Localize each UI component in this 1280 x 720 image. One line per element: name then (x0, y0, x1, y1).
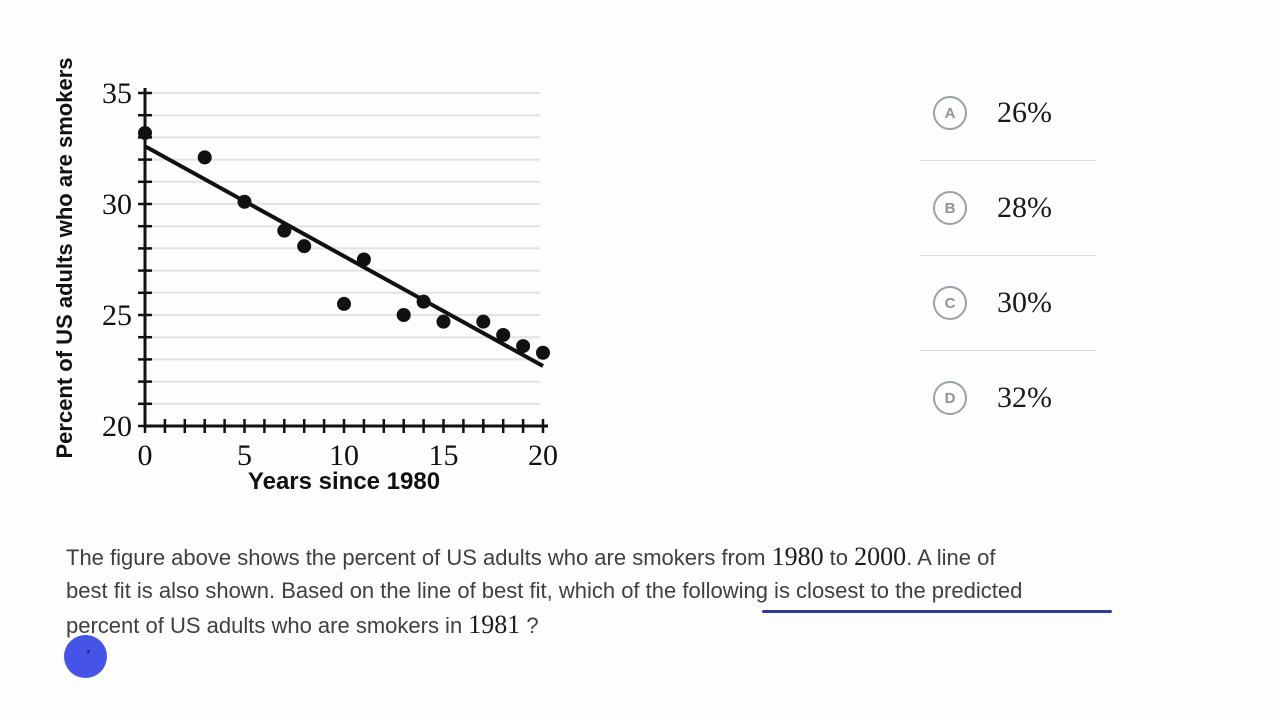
data-point (416, 294, 431, 309)
data-point (476, 314, 491, 329)
data-point (277, 223, 292, 238)
x-tick-label: 0 (138, 439, 153, 472)
best-fit-line (144, 144, 544, 368)
option-a-badge: A (933, 96, 967, 130)
pen-cursor-dot (64, 635, 107, 678)
data-point (396, 308, 411, 322)
option-divider (920, 160, 1096, 161)
option-c-value: 30% (997, 286, 1052, 319)
pen-underline-annotation (762, 610, 1112, 613)
x-tick-label: 20 (528, 439, 558, 472)
answer-option-c[interactable]: C 30% (920, 256, 1096, 350)
pen-cursor-center-dot (87, 650, 90, 653)
answer-option-b[interactable]: B 28% (920, 161, 1096, 255)
data-point (536, 345, 550, 360)
data-point (436, 314, 451, 329)
option-d-value: 32% (997, 381, 1052, 414)
data-point (516, 339, 531, 354)
y-tick-label: 30 (102, 188, 132, 221)
x-tick-label: 5 (237, 439, 252, 472)
option-c-letter: C (944, 294, 956, 312)
option-divider (920, 255, 1096, 256)
option-d-letter: D (944, 389, 956, 407)
data-point (237, 194, 252, 209)
data-point (496, 327, 511, 342)
option-divider (920, 350, 1096, 351)
y-tick-label: 35 (102, 77, 132, 110)
option-b-badge: B (933, 191, 967, 225)
data-point (138, 125, 152, 140)
y-tick-label: 20 (102, 410, 132, 443)
option-d-badge: D (933, 381, 967, 415)
answer-options: A 26% B 28% C 30% D 32% (920, 66, 1096, 445)
option-b-letter: B (944, 199, 956, 217)
y-tick-label: 25 (102, 299, 132, 332)
option-c-badge: C (933, 286, 967, 320)
x-axis-title: Years since 1980 (248, 468, 440, 495)
question-text-line-1: The figure above shows the percent of US… (66, 542, 996, 571)
data-point (356, 252, 371, 267)
x-tick-label: 15 (429, 439, 459, 472)
y-axis-title: Percent of US adults who are smokers (52, 57, 77, 458)
option-a-letter: A (944, 104, 956, 122)
option-a-value: 26% (997, 96, 1052, 129)
option-b-value: 28% (997, 191, 1052, 224)
question-text-line-2: best fit is also shown. Based on the lin… (66, 578, 1023, 603)
data-point (197, 150, 212, 165)
answer-option-d[interactable]: D 32% (920, 351, 1096, 445)
data-point (337, 296, 351, 311)
question-text: The figure above shows the percent of US… (66, 540, 1186, 642)
data-point (297, 239, 312, 254)
x-tick-label: 10 (329, 439, 359, 472)
answer-option-a[interactable]: A 26% (920, 66, 1096, 160)
question-text-line-3: percent of US adults who are smokers in … (66, 610, 539, 639)
